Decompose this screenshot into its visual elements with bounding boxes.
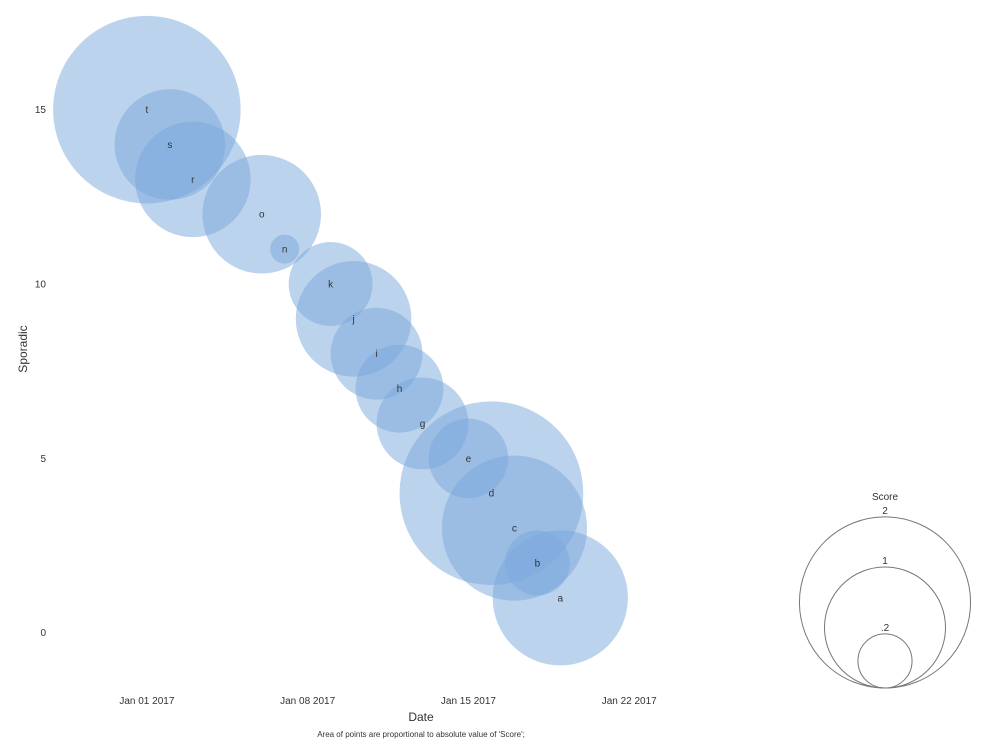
x-tick-label: Jan 15 2017 <box>441 696 496 707</box>
x-axis-title: Date <box>408 710 434 724</box>
legend-title: Score <box>872 492 899 503</box>
size-legend: Score 2 1 .2 <box>798 492 972 689</box>
bubble-label: a <box>558 593 564 604</box>
x-tick-label: Jan 22 2017 <box>602 696 657 707</box>
legend-size-label: 1 <box>882 556 888 567</box>
bubble-label: o <box>259 210 265 221</box>
y-tick-label: 10 <box>35 279 47 290</box>
bubble-label: t <box>145 105 148 116</box>
y-tick-label: 5 <box>40 454 46 465</box>
bubble-label: e <box>466 454 472 465</box>
bubble-point <box>288 242 373 326</box>
bubble-label: g <box>420 419 426 430</box>
y-tick-label: 15 <box>35 105 47 116</box>
bubble-label: d <box>489 489 495 500</box>
chart-footnote: Area of points are proportional to absol… <box>317 730 525 739</box>
bubble-label-layer: a b c d e g h i j k n o r s t <box>145 105 563 604</box>
legend-size-label: .2 <box>881 623 890 634</box>
bubble-label: j <box>351 314 354 325</box>
bubble-label: h <box>397 384 403 395</box>
legend-size-circle <box>857 633 913 689</box>
x-tick-label: Jan 01 2017 <box>119 696 174 707</box>
legend-size-label: 2 <box>882 506 888 517</box>
bubble-label: k <box>328 279 334 290</box>
bubble-layer <box>53 15 628 666</box>
y-axis-ticks: 0 5 10 15 <box>35 105 47 639</box>
bubble-label: r <box>191 175 195 186</box>
bubble-label: c <box>512 524 517 535</box>
bubble-label: n <box>282 245 288 256</box>
x-tick-label: Jan 08 2017 <box>280 696 335 707</box>
bubble-label: s <box>167 140 172 151</box>
bubble-point <box>53 15 241 204</box>
bubble-label: i <box>375 349 377 360</box>
y-tick-label: 0 <box>40 628 46 639</box>
y-axis-title: Sporadic <box>16 325 30 372</box>
bubble-label: b <box>535 558 541 569</box>
x-axis-ticks: Jan 01 2017 Jan 08 2017 Jan 15 2017 Jan 22 … <box>119 696 657 707</box>
legend-size-circle <box>798 516 972 689</box>
